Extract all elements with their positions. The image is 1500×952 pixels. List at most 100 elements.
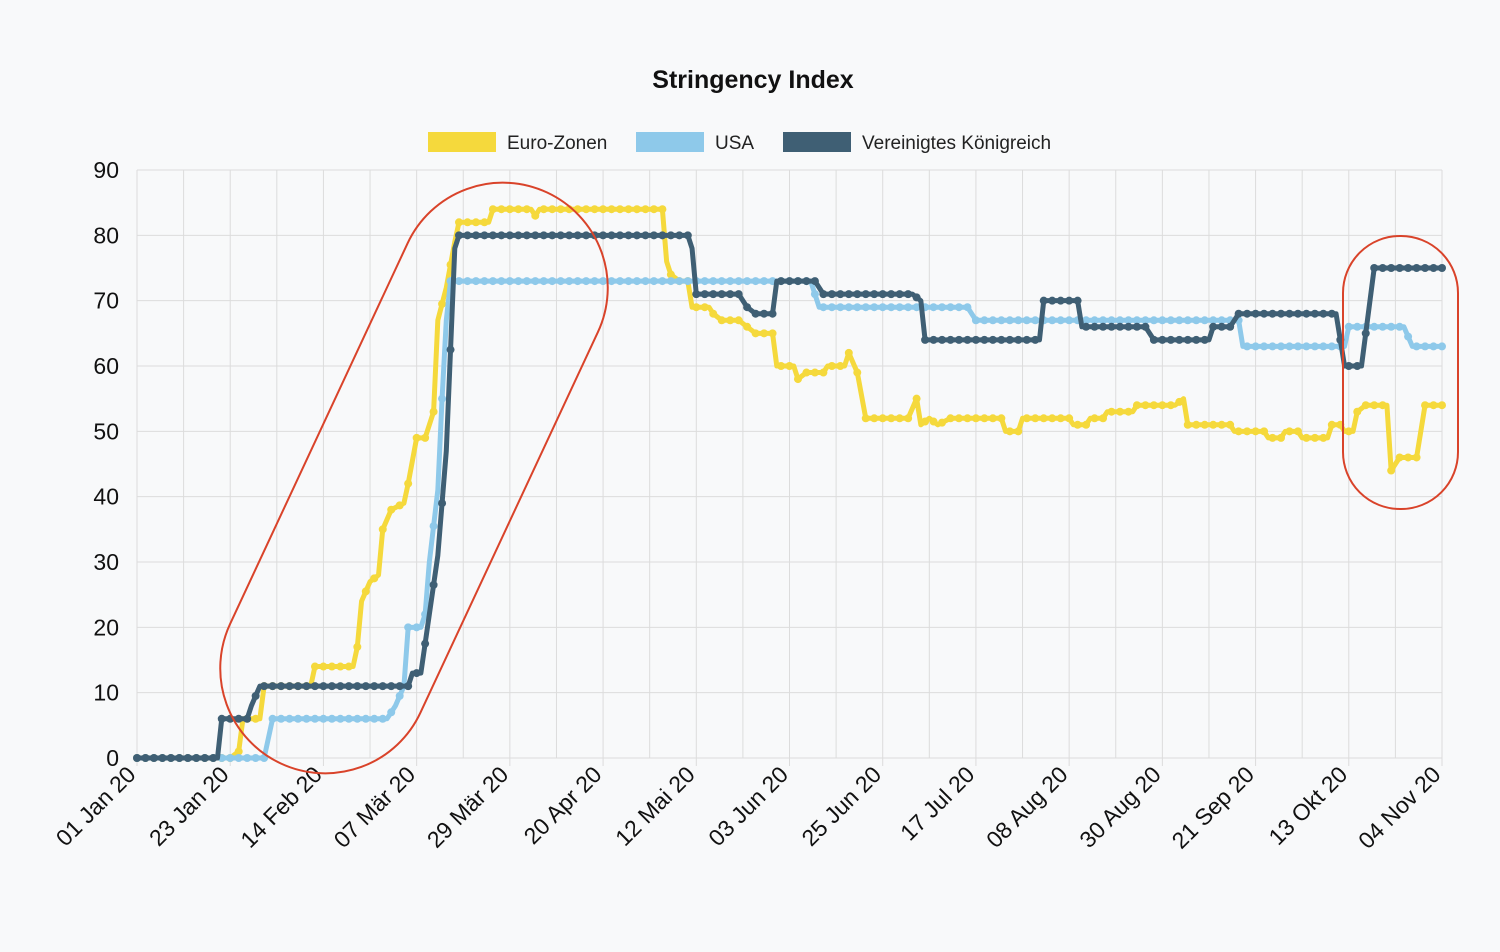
legend-label: Vereinigtes Königreich [862, 133, 1051, 154]
series-point [1361, 329, 1370, 338]
series-point [988, 316, 997, 325]
series-point [1268, 433, 1277, 442]
series-point [632, 231, 641, 240]
series-point [641, 205, 650, 214]
series-point [1226, 420, 1235, 429]
series-point [522, 231, 531, 240]
series-point [1107, 316, 1116, 325]
series-point [387, 708, 396, 717]
series-point [488, 231, 497, 240]
series-point [1387, 264, 1396, 272]
series-point [1031, 335, 1040, 344]
series-point [149, 754, 158, 762]
x-tick-label: 08 Aug 20 [981, 761, 1073, 853]
series-point [607, 205, 616, 214]
series-point [844, 290, 853, 299]
series-point [751, 329, 760, 338]
series-point [1395, 453, 1404, 462]
series-point [938, 335, 947, 344]
series-point [1404, 264, 1413, 272]
series-point [1243, 309, 1252, 318]
series-point [632, 205, 641, 214]
series-point [870, 414, 879, 423]
series-point [743, 277, 752, 286]
series-point [997, 316, 1006, 325]
series-point [361, 714, 370, 723]
series-point [438, 394, 447, 403]
series-point [1048, 316, 1057, 325]
series-point [599, 277, 608, 286]
series-point [768, 309, 777, 318]
series-point [1065, 414, 1074, 423]
series-point [480, 277, 489, 286]
series-point [243, 754, 252, 762]
series-point [692, 303, 701, 312]
series-point [446, 345, 455, 354]
x-tick-label: 25 Jun 20 [796, 761, 886, 851]
series-point [421, 433, 430, 442]
legend-label: USA [715, 133, 754, 154]
series-point [455, 218, 464, 227]
series-point [929, 335, 938, 344]
series-point [1268, 342, 1277, 351]
series-point [514, 277, 523, 286]
series-point [1149, 316, 1158, 325]
series-point [505, 277, 514, 286]
series-point [1073, 296, 1082, 305]
series-2 [133, 231, 1446, 762]
series-point [1090, 322, 1099, 331]
y-tick-label: 60 [93, 353, 119, 379]
series-point [1251, 342, 1260, 351]
series-point [1090, 316, 1099, 325]
series-point [1285, 309, 1294, 318]
series-point [912, 303, 921, 312]
series-point [954, 335, 963, 344]
series-point [1361, 401, 1370, 410]
series-point [709, 309, 718, 318]
series-point [734, 277, 743, 286]
series-point [1217, 322, 1226, 331]
series-point [463, 218, 472, 227]
series-point [1268, 309, 1277, 318]
y-tick-label: 70 [93, 288, 119, 314]
series-point [971, 316, 980, 325]
series-point [793, 375, 802, 384]
series-point [726, 290, 735, 299]
series-point [683, 231, 692, 240]
x-tick-label: 07 Mär 20 [329, 761, 421, 853]
series-point [997, 335, 1006, 344]
series-point [760, 277, 769, 286]
series-point [1048, 414, 1057, 423]
series-point [582, 231, 591, 240]
series-point [709, 290, 718, 299]
series-point [302, 714, 311, 723]
series-point [1438, 342, 1446, 351]
series-point [319, 714, 328, 723]
series-point [836, 290, 845, 299]
series-point [921, 417, 930, 426]
series-point [1200, 316, 1209, 325]
series-point [1387, 322, 1396, 331]
series-point [539, 277, 548, 286]
series-point [1005, 316, 1014, 325]
series-point [1115, 407, 1124, 416]
annotation-ellipse-right [1342, 235, 1459, 510]
series-point [929, 417, 938, 426]
series-point [243, 714, 252, 723]
series-point [522, 277, 531, 286]
series-point [1260, 342, 1269, 351]
series-point [726, 316, 735, 325]
series-point [565, 277, 574, 286]
series-point [743, 322, 752, 331]
series-point [429, 522, 438, 531]
x-tick-label: 21 Sep 20 [1167, 761, 1260, 854]
series-point [548, 205, 557, 214]
series-point [1132, 316, 1141, 325]
series-point [590, 277, 599, 286]
series-point [819, 303, 828, 312]
series-point [1429, 401, 1438, 410]
series-point [582, 205, 591, 214]
series-point [522, 205, 531, 214]
series-point [1412, 342, 1421, 351]
